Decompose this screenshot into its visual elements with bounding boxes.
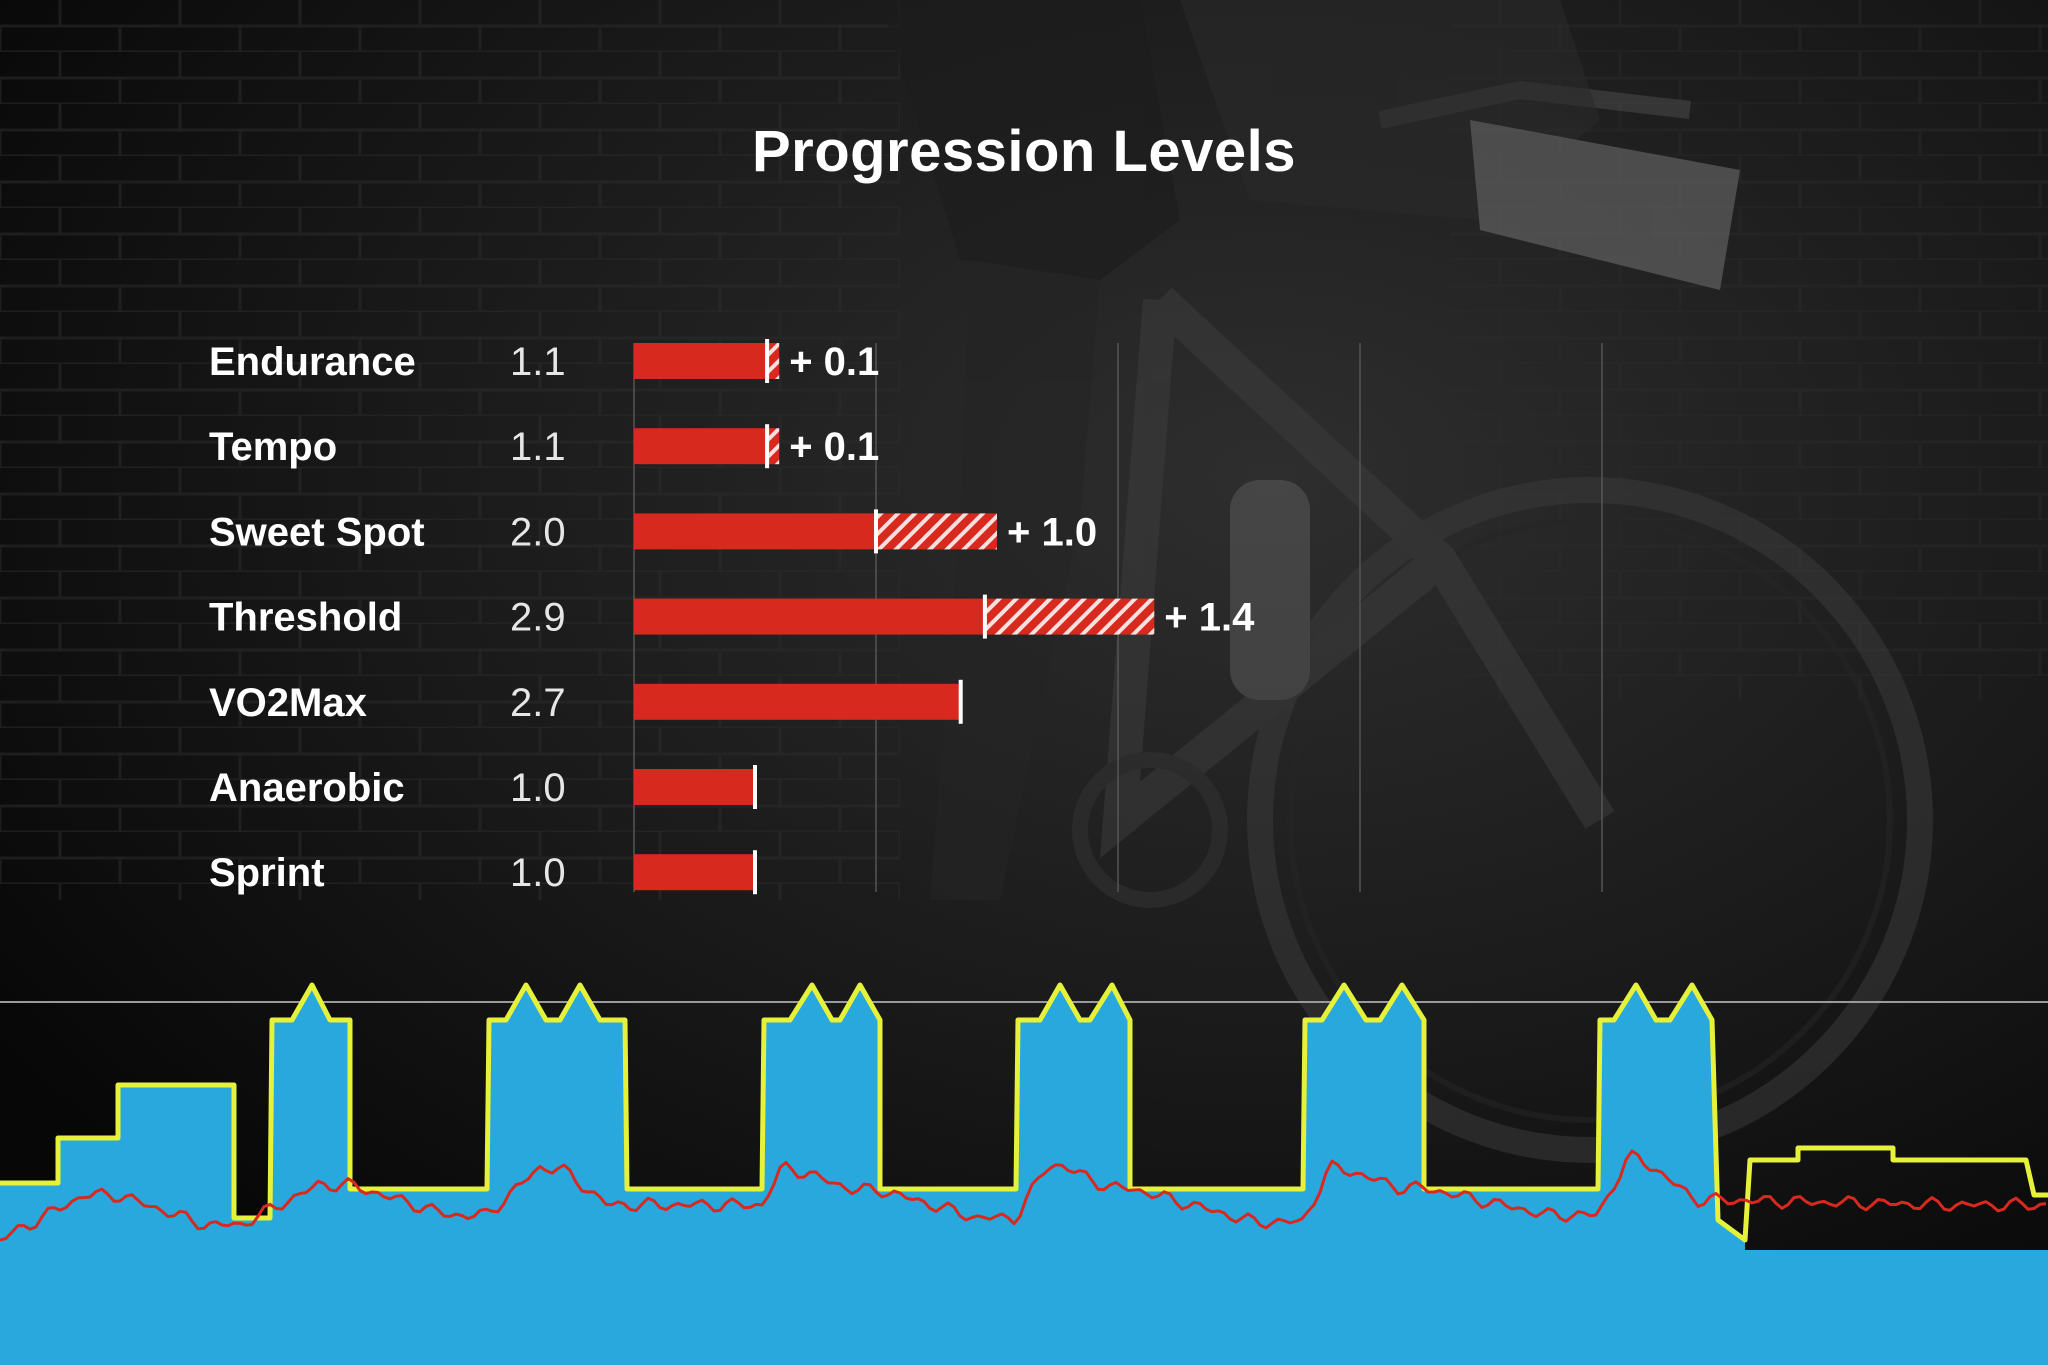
chart-title: Progression Levels — [751, 119, 1297, 184]
gain-bar — [767, 428, 780, 465]
target-power-line — [0, 982, 2048, 1243]
gain-bar — [767, 343, 780, 379]
category-label: VO2Max — [209, 681, 367, 725]
level-marker — [753, 765, 757, 809]
value-label: 1.0 — [510, 766, 566, 810]
category-label: Tempo — [209, 425, 337, 469]
category-label: Anaerobic — [209, 766, 405, 810]
value-label: 1.0 — [510, 851, 566, 895]
bar-row: Threshold 2.9 + 1.4 — [209, 594, 1255, 640]
category-label: Endurance — [209, 340, 416, 384]
power-fill — [0, 985, 2048, 1250]
power-fill-base — [0, 1250, 2048, 1365]
bar-row: Sprint 1.0 — [209, 850, 757, 895]
gain-label: + 0.1 — [789, 340, 879, 384]
bar — [634, 343, 768, 379]
bar — [634, 854, 755, 891]
bar-row: VO2Max 2.7 — [209, 679, 963, 725]
level-marker — [753, 850, 757, 895]
bar — [634, 683, 961, 720]
category-label: Threshold — [209, 596, 402, 640]
bar-row: Anaerobic 1.0 — [209, 765, 757, 810]
rider-silhouette — [880, 0, 1740, 900]
value-label: 2.7 — [510, 681, 566, 725]
bar-row: Sweet Spot 2.0 + 1.0 — [209, 509, 1097, 554]
value-label: 1.1 — [510, 340, 566, 384]
value-label: 1.1 — [510, 425, 566, 469]
bar-row: Endurance 1.1 + 0.1 — [209, 339, 879, 384]
value-label: 2.0 — [510, 510, 566, 554]
gain-label: + 1.0 — [1007, 510, 1097, 554]
gain-label: + 0.1 — [789, 425, 879, 469]
bar — [634, 513, 876, 550]
level-marker — [765, 424, 770, 469]
category-label: Sprint — [209, 851, 325, 895]
gain-bar — [984, 598, 1155, 635]
bar — [634, 769, 755, 805]
level-marker — [958, 679, 963, 724]
level-marker — [765, 339, 770, 383]
gain-label: + 1.4 — [1164, 596, 1255, 640]
gain-bar — [876, 513, 997, 550]
value-label: 2.9 — [510, 596, 566, 640]
heart-rate-line — [0, 1149, 2047, 1242]
level-marker — [874, 509, 878, 554]
bar-row: Tempo 1.1 + 0.1 — [209, 424, 879, 469]
bar — [634, 598, 985, 635]
chart-rows: Endurance 1.1 + 0.1 Tempo 1.1 + 0.1 Sweet Spot… — [209, 339, 1255, 895]
bar — [634, 428, 768, 465]
level-marker — [982, 594, 987, 639]
category-label: Sweet Spot — [209, 510, 425, 554]
